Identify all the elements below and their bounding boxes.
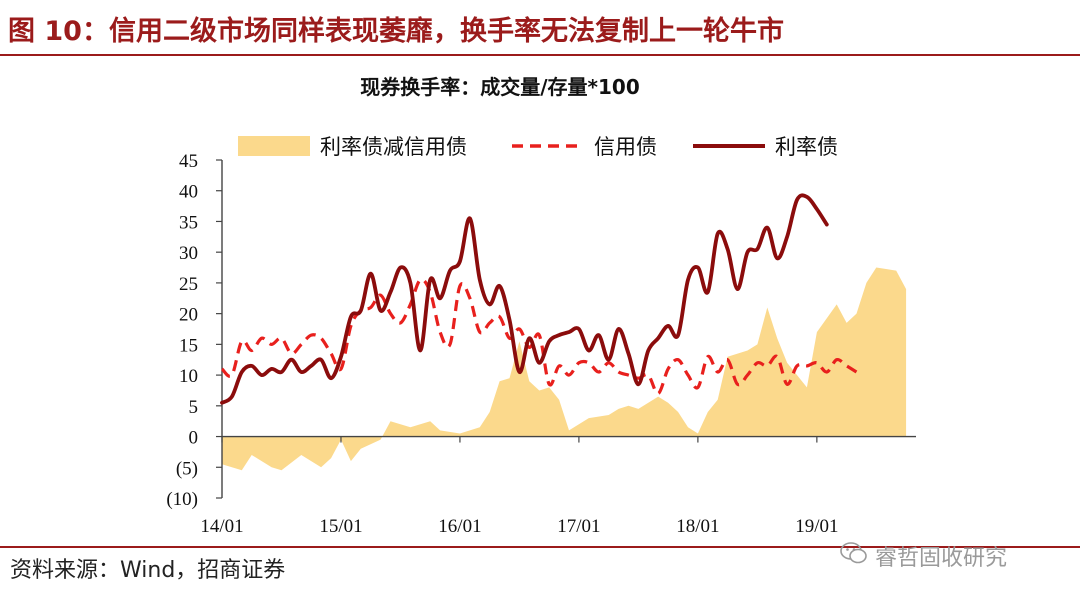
series-area-spread (222, 267, 907, 471)
source-note: 资料来源：Wind，招商证券 (10, 558, 286, 583)
wechat-icon (840, 542, 875, 571)
area-layer (222, 267, 907, 471)
y-tick-label: 20 (179, 305, 198, 326)
y-tick-label: (10) (166, 489, 198, 510)
y-tick-label: 10 (179, 366, 198, 387)
x-tick-label: 15/01 (319, 516, 362, 537)
legend-swatch-spread (238, 136, 310, 156)
x-tick-label: 14/01 (200, 516, 243, 537)
x-tick-label: 18/01 (676, 516, 719, 537)
legend-label: 信用债 (594, 135, 657, 159)
watermark: 睿哲固收研究 (840, 540, 1007, 572)
line-layer (220, 193, 858, 405)
y-tick-label: 15 (179, 335, 198, 356)
x-tick-label: 19/01 (795, 516, 838, 537)
x-tick-label: 17/01 (557, 516, 600, 537)
y-tick-label: 25 (179, 274, 198, 295)
y-tick-label: (5) (176, 458, 198, 479)
x-tick-label: 16/01 (438, 516, 481, 537)
y-tick-label: 0 (189, 428, 199, 449)
chart-title: 现券换手率：成交量/存量*100 (360, 75, 640, 99)
y-tick-label: 45 (179, 151, 198, 172)
series-line-rate (220, 193, 829, 405)
turnover-chart: 现券换手率：成交量/存量*100 45 40 35 30 25 20 15 10 5 0 (5) (1… (166, 75, 916, 537)
legend-layer: 利率债减信用债 信用债 利率债 (238, 135, 838, 159)
legend-label: 利率债减信用债 (320, 135, 467, 159)
axis-layer: 45 40 35 30 25 20 15 10 5 0 (5) (10)14/01 15/01 16/01… (166, 151, 916, 537)
series-line-credit (220, 277, 858, 396)
y-tick-label: 40 (179, 182, 198, 203)
title-rule (0, 54, 1080, 56)
y-tick-label: 5 (189, 397, 199, 418)
watermark-text: 睿哲固收研究 (875, 546, 1008, 571)
legend-label: 利率债 (775, 135, 838, 159)
y-tick-label: 35 (179, 212, 198, 233)
footer-rule (0, 546, 1080, 548)
figure-title: 图 10：信用二级市场同样表现萎靡，换手率无法复制上一轮牛市 (8, 16, 784, 47)
y-tick-label: 30 (179, 243, 198, 264)
